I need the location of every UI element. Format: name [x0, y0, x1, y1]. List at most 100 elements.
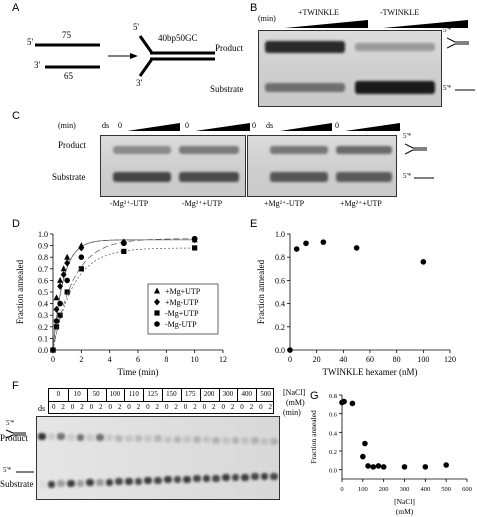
c-zero-3: 0: [252, 121, 256, 130]
f-substrate-band: [202, 475, 211, 483]
f-substrate-band: [86, 479, 95, 487]
c-left-product-1: [113, 146, 171, 154]
f-substrate-band: [96, 478, 104, 486]
f-substrate-band: [154, 476, 162, 484]
f-substrate-band: [270, 472, 278, 480]
f-mm-label: (mM): [286, 398, 305, 407]
f-product-band: [125, 434, 133, 442]
f-time-value: 0: [70, 403, 75, 411]
data-point: [443, 462, 449, 468]
f-product-band: [202, 436, 211, 444]
data-point: [50, 347, 56, 353]
data-point: [53, 324, 60, 330]
f-duplex-icon: [6, 429, 26, 439]
x-tick-label: 10: [191, 355, 199, 364]
y-tick-label: 1.0: [38, 230, 48, 239]
x-tick-label: 6: [136, 355, 140, 364]
f-substrate-band: [260, 472, 269, 480]
panel-b-label: B: [250, 2, 258, 14]
f-time-value: 2: [155, 403, 160, 411]
data-point: [362, 440, 368, 447]
gel-c-left: [100, 135, 246, 197]
y-tick-label: 0.2: [275, 323, 285, 332]
c-ds-right: ds: [266, 121, 274, 130]
f-product-band: [260, 437, 269, 445]
f-product-band: [115, 434, 124, 442]
x-tick-label: 2: [79, 355, 83, 364]
b-substrate-band-minus: [355, 81, 435, 94]
b-substrate-band-plus: [265, 83, 345, 92]
f-time-value: 2: [212, 403, 216, 411]
product-3prime: 3': [136, 78, 143, 88]
f-time-value: 0: [89, 403, 94, 411]
y-tick-label: 0.9: [38, 242, 48, 251]
c-left-substrate-2: [179, 172, 239, 182]
f-product-band: [250, 437, 259, 445]
c-right-product-1: [270, 146, 328, 154]
f-substrate-band: [105, 478, 114, 486]
gel-f: [36, 416, 280, 500]
f-time-value: 2: [249, 403, 254, 411]
f-product-band: [144, 435, 153, 443]
f-time-value: 2: [230, 403, 235, 411]
f-product-band: [270, 437, 278, 445]
x-tick-label: 500: [441, 486, 451, 493]
b-plus-twinkle: +TWINKLE: [298, 8, 339, 17]
c-right-substrate-1: [270, 172, 328, 182]
data-point: [353, 245, 360, 251]
f-substrate-band: [231, 474, 240, 481]
f-col-separator: [180, 389, 182, 401]
x-tick-label: 100: [358, 486, 368, 493]
c-substrate-label: Substrate: [52, 172, 86, 182]
f-product-band: [47, 433, 56, 441]
f-ds-label: ds: [38, 404, 46, 413]
b-min-label: (min): [258, 14, 276, 23]
y-tick-label: 0.6: [38, 276, 48, 285]
x-tick-label: 120: [444, 355, 456, 364]
y-axis-label: Fraction annealed: [309, 410, 318, 464]
y-tick-label: 0.6: [275, 276, 285, 285]
f-col-separator: [86, 389, 88, 401]
legend-entry: -Mg+UTP: [165, 309, 199, 318]
f-star-top: 5'*: [6, 419, 15, 427]
y-tick-label: 0.2: [329, 449, 337, 456]
data-point: [64, 277, 70, 284]
x-tick-label: 12: [219, 355, 227, 364]
f-nacl-value: 10: [73, 390, 81, 398]
c-right-substrate-2: [336, 172, 392, 182]
panel-a-diagram: [0, 0, 240, 110]
f-product-band: [192, 436, 201, 444]
data-point: [60, 271, 67, 279]
x-axis-label: TWINKLE hexamer (nM): [323, 367, 418, 377]
f-substrate-band: [212, 474, 220, 482]
f-product-label: Product: [0, 433, 28, 443]
f-product-band: [183, 436, 191, 443]
f-substrate-band: [250, 473, 259, 481]
f-time-value: 2: [99, 403, 103, 411]
data-point: [57, 300, 63, 307]
x-tick-label: 200: [379, 486, 389, 493]
data-point: [293, 246, 300, 252]
legend-marker: [154, 321, 160, 327]
f-time-value: 0: [51, 403, 56, 411]
f-nacl-label: [NaCl]: [283, 388, 306, 397]
data-point: [287, 347, 293, 353]
c-ds-left: ds: [102, 121, 110, 130]
f-product-band: [134, 435, 143, 442]
f-product-band: [96, 434, 104, 442]
b-ss-icon: [455, 89, 475, 91]
b-product-band-plus: [265, 41, 345, 53]
y-tick-label: 0.4: [329, 430, 338, 437]
c-time-ramps: [127, 123, 400, 131]
f-nacl-value: 125: [147, 390, 158, 398]
y-tick-label: 0.6: [329, 412, 338, 419]
legend-marker: [154, 310, 160, 316]
c-condition-3: +Mg²⁺-UTP: [264, 199, 305, 208]
f-nacl-value: 110: [128, 390, 139, 398]
f-product-band: [221, 436, 230, 444]
f-time-value: 0: [221, 403, 225, 411]
f-nacl-value: 100: [109, 390, 121, 398]
f-col-separator: [237, 389, 239, 401]
c-condition-1: -Mg²⁺-UTP: [110, 199, 149, 208]
legend-box: [147, 283, 219, 335]
